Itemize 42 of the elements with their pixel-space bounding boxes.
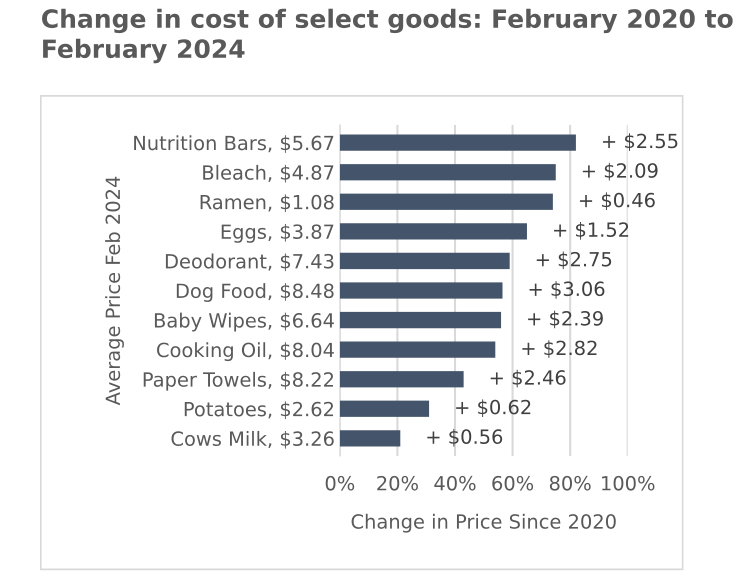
y-tick-label: Baby Wipes, $6.64 — [154, 312, 334, 332]
y-tick-label: Ramen, $1.08 — [200, 194, 334, 212]
annotation: + $2.39 — [528, 310, 603, 328]
annotation: + $2.75 — [536, 252, 612, 270]
y-tick-label: Cows Milk, $3.26 — [172, 430, 334, 449]
annotation: + $2.46 — [490, 370, 566, 388]
bar — [340, 312, 502, 328]
bar — [340, 342, 496, 358]
x-axis-title: Change in Price Since 2020 — [352, 514, 616, 533]
annotation: + $0.56 — [427, 428, 502, 447]
x-tick-label: 0% — [326, 476, 354, 491]
bar — [340, 400, 430, 417]
y-tick-label: Bleach, $4.87 — [203, 164, 334, 182]
y-axis-title: Average Price Feb 2024 — [105, 176, 124, 406]
bar — [340, 223, 527, 240]
bar — [340, 371, 464, 388]
bar — [340, 134, 576, 151]
bar — [340, 282, 502, 299]
annotation: + $2.82 — [522, 340, 596, 358]
y-tick-label: Nutrition Bars, $5.67 — [134, 135, 334, 153]
x-tick-label: 80% — [550, 476, 591, 491]
x-tick-label: 60% — [492, 476, 534, 491]
bar — [340, 164, 556, 180]
bar — [340, 194, 553, 210]
annotation: + $0.62 — [456, 399, 530, 417]
x-tick-label: 40% — [434, 476, 476, 491]
annotation: + $0.46 — [580, 192, 655, 210]
annotation: + $1.52 — [554, 222, 628, 240]
bar — [340, 430, 400, 446]
y-tick-label: Paper Towels, $8.22 — [144, 372, 334, 391]
chart-title: Change in cost of select goods: February 2020 to February 2024 — [42, 8, 733, 64]
bar — [340, 252, 510, 270]
y-tick-label: Cooking Oil, $8.04 — [157, 342, 334, 362]
y-tick-label: Dog Food, $8.48 — [176, 283, 334, 302]
y-tick-label: Eggs, $3.87 — [222, 224, 334, 243]
y-tick-label: Deodorant, $7.43 — [166, 254, 334, 272]
x-tick-label: 100% — [602, 476, 654, 491]
annotation: + $3.06 — [530, 281, 604, 299]
annotation: + $2.55 — [602, 133, 678, 151]
annotation: + $2.09 — [582, 162, 658, 180]
x-tick-label: 20% — [377, 476, 418, 491]
y-tick-label: Potatoes, $2.62 — [184, 401, 334, 420]
